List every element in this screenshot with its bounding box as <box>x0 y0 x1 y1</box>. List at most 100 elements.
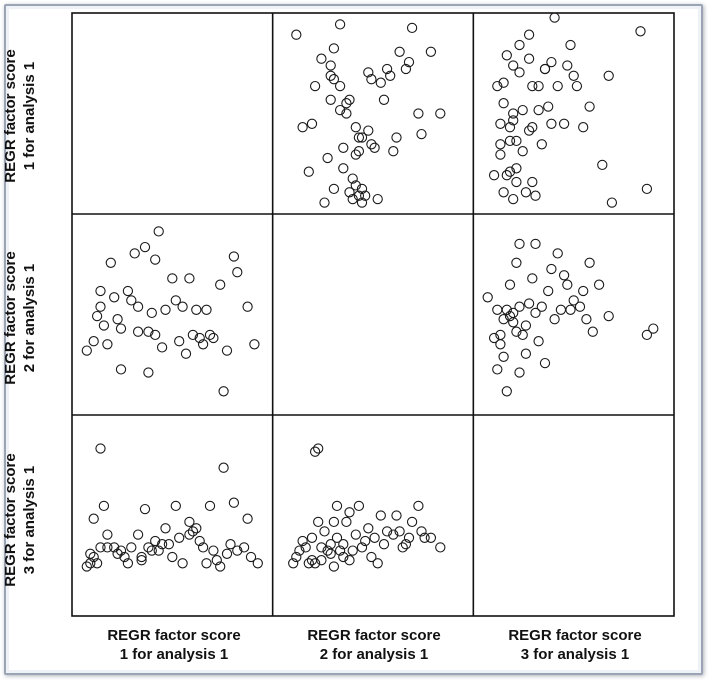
data-point-r2c1-37 <box>204 329 216 341</box>
data-point-r1c2-21 <box>344 94 355 105</box>
data-point-r3c2-50 <box>425 532 437 543</box>
data-point-r2c1-31 <box>184 273 195 284</box>
data-point-r2c3-35 <box>562 279 573 290</box>
data-point-r2c1-43 <box>232 267 243 278</box>
data-point-r1c2-18 <box>338 142 349 153</box>
data-point-r1c3-50 <box>603 70 614 81</box>
data-point-r2c1-34 <box>194 332 205 344</box>
data-point-r1c3-3 <box>495 139 506 150</box>
data-point-r1c2-54 <box>435 108 446 119</box>
data-point-r1c2-5 <box>316 53 327 64</box>
data-point-r2c3-19 <box>517 329 528 341</box>
data-point-r3c1-13 <box>115 545 127 556</box>
data-point-r2c3-46 <box>648 323 659 334</box>
data-point-r2c1-23 <box>153 226 164 237</box>
data-point-r1c2-45 <box>388 146 399 157</box>
x-axis-label-variable-3: REGR factor score 3 for analysis 1 <box>508 627 642 663</box>
data-point-r2c1-28 <box>174 336 185 347</box>
data-point-r1c2-17 <box>338 163 349 174</box>
data-point-r2c1-14 <box>129 248 140 259</box>
data-point-r3c2-19 <box>328 561 340 572</box>
data-point-r2c1-39 <box>215 279 226 290</box>
data-point-r1c2-20 <box>341 108 352 119</box>
data-point-r3c1-14 <box>119 551 130 563</box>
data-point-r3c2-11 <box>313 516 324 528</box>
data-point-r2c1-18 <box>143 326 154 337</box>
data-point-r1c3-0 <box>488 170 500 181</box>
data-point-r2c1-30 <box>180 348 192 359</box>
figure-frame: REGR factor score 1 for analysis 1 REGR … <box>2 4 703 675</box>
data-point-r1c3-20 <box>514 39 525 51</box>
data-point-r1c3-5 <box>498 77 509 88</box>
data-point-r3c2-29 <box>350 529 361 540</box>
data-point-r3c1-16 <box>126 542 137 553</box>
data-point-r3c2-17 <box>325 539 336 550</box>
data-point-r2c3-13 <box>508 317 519 328</box>
data-point-r3c1-21 <box>143 542 154 553</box>
data-point-r1c2-44 <box>385 70 396 81</box>
data-point-r1c3-8 <box>501 50 512 61</box>
data-point-r3c2-13 <box>316 555 327 566</box>
data-point-r1c3-43 <box>562 60 573 71</box>
data-point-r2c1-27 <box>170 295 181 306</box>
data-point-r1c3-46 <box>571 80 583 92</box>
data-point-r2c1-6 <box>102 339 113 350</box>
data-point-r3c1-50 <box>245 551 257 563</box>
data-point-r2c1-32 <box>187 329 199 341</box>
data-point-r3c1-15 <box>122 558 134 569</box>
data-point-r3c1-18 <box>136 551 147 563</box>
data-point-r3c2-47 <box>413 500 424 512</box>
data-point-r3c2-14 <box>319 526 330 537</box>
data-point-r1c2-9 <box>325 60 336 71</box>
data-point-r3c1-35 <box>191 523 202 534</box>
data-point-r3c2-3 <box>297 535 308 547</box>
data-point-r2c3-41 <box>584 257 595 268</box>
scatterplot-matrix <box>71 12 675 617</box>
data-point-r1c3-44 <box>565 39 576 51</box>
data-point-r2c3-1 <box>488 332 500 344</box>
data-point-r1c3-21 <box>514 67 525 78</box>
data-point-r3c1-48 <box>238 542 250 553</box>
data-point-r3c2-10 <box>313 443 324 454</box>
data-point-r1c2-8 <box>325 70 336 81</box>
data-point-r3c1-20 <box>139 503 151 515</box>
data-point-r2c3-11 <box>504 279 516 290</box>
data-point-r1c3-10 <box>504 135 516 147</box>
data-point-r2c1-9 <box>112 314 123 325</box>
data-point-r2c3-43 <box>593 279 605 290</box>
data-point-r3c1-19 <box>136 555 147 566</box>
data-point-r1c2-32 <box>356 183 368 195</box>
data-point-r2c3-31 <box>549 314 560 325</box>
data-point-r1c2-29 <box>353 146 365 157</box>
data-point-r3c1-27 <box>163 539 175 550</box>
data-point-r3c2-30 <box>353 500 365 512</box>
data-point-r1c2-11 <box>328 43 340 54</box>
data-point-r1c2-49 <box>403 56 415 68</box>
data-point-r2c3-30 <box>546 263 557 275</box>
data-point-r2c3-23 <box>527 273 538 284</box>
data-point-r3c1-36 <box>194 535 205 547</box>
data-point-r3c2-8 <box>309 446 321 457</box>
data-point-r2c1-41 <box>221 345 233 356</box>
data-point-r1c3-33 <box>533 80 544 92</box>
data-point-r2c1-17 <box>139 241 151 253</box>
data-point-r3c2-4 <box>300 542 311 553</box>
data-point-r2c3-39 <box>578 285 589 297</box>
data-point-r3c1-49 <box>242 513 253 524</box>
data-point-r3c1-46 <box>228 497 240 508</box>
data-point-r3c1-24 <box>153 545 164 556</box>
data-point-r2c1-12 <box>122 285 134 297</box>
data-point-r1c2-19 <box>341 98 352 109</box>
data-point-r3c2-18 <box>328 516 340 528</box>
data-point-r3c2-35 <box>369 532 380 543</box>
data-point-r3c1-28 <box>167 551 178 563</box>
data-point-r3c2-40 <box>388 529 399 540</box>
data-point-r3c2-0 <box>288 558 299 569</box>
data-point-r2c3-2 <box>492 364 503 375</box>
data-point-r2c3-17 <box>514 301 525 312</box>
data-point-r1c3-23 <box>517 146 528 157</box>
data-point-r3c1-23 <box>150 535 161 547</box>
data-point-r3c2-20 <box>331 532 343 543</box>
data-point-r3c1-37 <box>197 542 209 553</box>
data-point-r2c1-26 <box>167 273 178 284</box>
